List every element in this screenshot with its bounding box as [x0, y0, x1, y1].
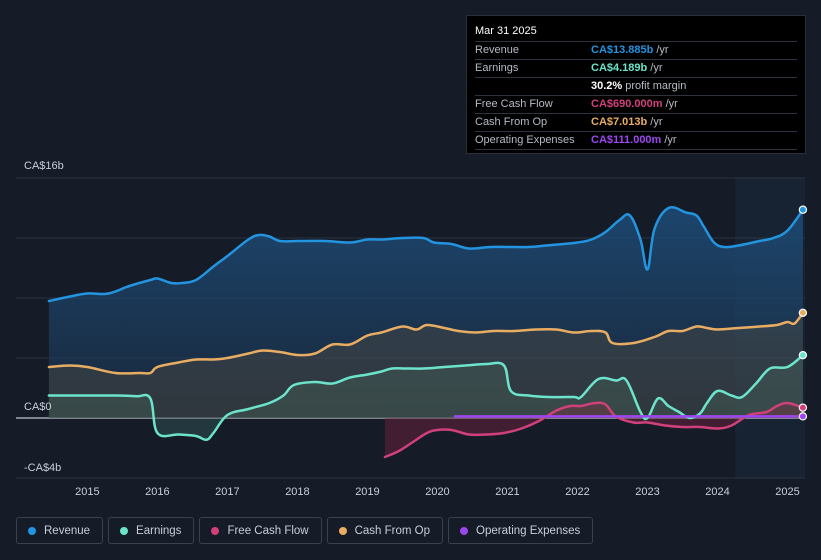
series-endpoint-revenue [798, 205, 808, 214]
tooltip-value: CA$13.885b [591, 44, 654, 56]
tooltip-row-revenue: Revenue CA$13.885b /yr [475, 42, 797, 60]
legend-dot-icon [28, 526, 36, 535]
x-tick-label: 2018 [285, 486, 309, 498]
tooltip-value: CA$111.000m [591, 134, 662, 146]
legend-dot-icon [211, 526, 220, 535]
legend-label: Revenue [44, 524, 91, 537]
x-tick-label: 2019 [355, 486, 379, 498]
x-tick-label: 2022 [565, 486, 589, 498]
x-tick-label: 2025 [775, 486, 799, 498]
tooltip-value: CA$690.000m [591, 98, 663, 110]
legend-dot-icon [338, 526, 347, 535]
area-cfo [48, 312, 803, 418]
tooltip-unit: /yr [650, 62, 663, 74]
tooltip-row-free-cash-flow: Free Cash Flow CA$690.000m /yr [475, 96, 797, 114]
x-tick-label: 2017 [215, 486, 239, 498]
tooltip-value: CA$4.189b [591, 62, 648, 74]
tooltip-label: Revenue [475, 44, 520, 56]
series-endpoint-earnings [798, 350, 808, 360]
tooltip-label: Operating Expenses [475, 134, 575, 146]
tooltip-unit: /yr [656, 44, 669, 56]
legend-label: Free Cash Flow [227, 524, 309, 537]
x-tick-label: 2015 [75, 486, 99, 498]
tooltip-value: CA$7.013b [591, 116, 648, 128]
y-tick-label: -CA$4b [24, 462, 61, 474]
legend-label: Earnings [136, 524, 182, 537]
tooltip-unit: /yr [665, 98, 678, 110]
area-revenue [48, 207, 803, 418]
legend-item-free-cash-flow[interactable]: Free Cash Flow [199, 517, 322, 544]
series-endpoint-fcf [798, 403, 808, 412]
tooltip-row-earnings: Earnings CA$4.189b /yr [475, 60, 797, 78]
tooltip-row-profit-margin: 30.2% profit margin [475, 78, 797, 96]
tooltip-label: Cash From Op [475, 116, 548, 128]
legend-label: Cash From Op [354, 524, 431, 537]
chart-legend: Revenue Earnings Free Cash Flow Cash Fro… [16, 517, 594, 544]
legend-item-revenue[interactable]: Revenue [16, 517, 104, 544]
legend-item-cash-from-op[interactable]: Cash From Op [326, 517, 444, 544]
series-endpoint-cfo [798, 308, 808, 318]
tooltip-value: 30.2% [591, 80, 623, 92]
tooltip-label: Free Cash Flow [475, 98, 553, 110]
y-tick-label: CA$0 [24, 401, 52, 413]
area-fcf [384, 402, 803, 457]
series-line-cfo [47, 311, 805, 375]
area-earnings [48, 355, 803, 440]
series-line-fcf [383, 401, 805, 459]
tooltip-label: Earnings [475, 62, 519, 74]
tooltip-row-operating-expenses: Operating Expenses CA$111.000m /yr [475, 132, 797, 150]
tooltip-row-cash-from-op: Cash From Op CA$7.013b /yr [475, 114, 797, 132]
tooltip-unit: /yr [664, 134, 677, 146]
tooltip-label [475, 78, 591, 95]
legend-item-operating-expenses[interactable]: Operating Expenses [448, 517, 594, 544]
legend-item-earnings[interactable]: Earnings [108, 517, 195, 544]
legend-dot-icon [120, 526, 129, 535]
legend-dot-icon [460, 526, 469, 535]
series-line-revenue [47, 206, 805, 303]
y-tick-label: CA$16b [24, 160, 64, 172]
tooltip-unit: profit margin [625, 80, 687, 92]
x-tick-label: 2016 [145, 486, 169, 498]
x-tick-label: 2021 [495, 486, 519, 498]
series-endpoint-opex [798, 412, 808, 421]
legend-label: Operating Expenses [476, 524, 581, 537]
x-tick-label: 2023 [635, 486, 659, 498]
tooltip-unit: /yr [650, 116, 663, 128]
tooltip-date: Mar 31 2025 [475, 23, 797, 42]
x-tick-label: 2020 [425, 486, 449, 498]
data-tooltip: Mar 31 2025 Revenue CA$13.885b /yr Earni… [466, 15, 806, 154]
x-tick-label: 2024 [705, 486, 729, 498]
